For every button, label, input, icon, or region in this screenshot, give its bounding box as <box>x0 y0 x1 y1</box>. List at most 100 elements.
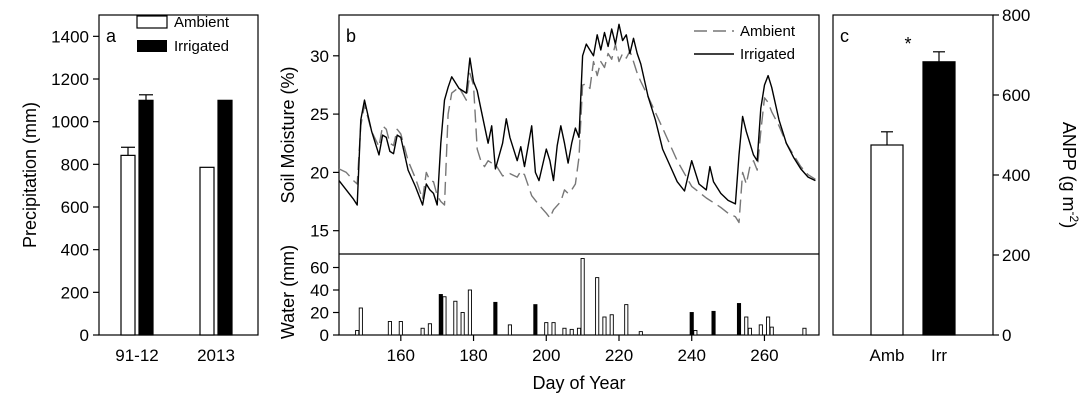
bar-irrigated <box>138 99 154 336</box>
y-tick-label: 20 <box>310 163 329 182</box>
y-tick-label: 200 <box>61 283 89 302</box>
x-tick-label: 2013 <box>197 346 235 365</box>
water-bar-ambient <box>624 304 629 336</box>
water-bar-irrigated <box>689 312 694 336</box>
water-bar-ambient <box>562 327 567 336</box>
panel-b-x-axis: 160 180 200 220 240 260 <box>387 335 779 365</box>
panel-b: b 15 20 25 30 0 20 40 60 160 180 200 220 240 260 So… <box>278 14 820 393</box>
panel-b-water-bars <box>355 258 807 336</box>
y-tick-label: 600 <box>61 198 89 217</box>
panel-a: a 0 200 400 600 800 1000 1200 1400 91-12 2013 Pr… <box>20 14 259 365</box>
water-bar-ambient <box>544 322 549 336</box>
water-bar-ambient <box>609 314 614 336</box>
water-bar-ambient <box>766 316 771 336</box>
x-tick-label: Irr <box>931 346 947 365</box>
series-line-ambient <box>338 43 816 224</box>
panel-b-lower-y-axis-title: Water (mm) <box>278 245 298 339</box>
water-bar-ambient <box>744 316 749 336</box>
water-bar-irrigated <box>493 301 498 336</box>
bar-irrigated <box>922 61 956 336</box>
panel-b-letter: b <box>346 26 356 46</box>
y-tick-label: 60 <box>310 259 329 278</box>
y-tick-label: 1200 <box>51 70 89 89</box>
legend-ambient-label: Ambient <box>740 23 796 40</box>
panel-c: c 0 200 400 600 800 Amb Irr ANPP (g m-2) * <box>832 6 1081 365</box>
y-tick-label: 1000 <box>51 113 89 132</box>
panel-c-frame <box>832 14 994 336</box>
y-tick-label: 40 <box>310 281 329 300</box>
panel-c-y-axis-title: ANPP (g m-2) <box>1059 122 1081 228</box>
water-bar-ambient <box>747 327 752 336</box>
legend-irrigated-swatch <box>137 40 167 52</box>
bar-irrigated <box>217 99 233 336</box>
water-bar-irrigated <box>533 304 538 336</box>
panel-c-y-axis: 0 200 400 600 800 <box>993 6 1030 345</box>
x-tick-label: 160 <box>387 346 415 365</box>
panel-c-letter: c <box>840 26 849 46</box>
y-tick-label: 0 <box>320 326 329 345</box>
x-tick-label: 180 <box>459 346 487 365</box>
x-tick-label: 240 <box>678 346 706 365</box>
legend-irrigated-label: Irrigated <box>740 46 795 63</box>
anpp-title-main: ANPP (g m <box>1059 122 1079 212</box>
anpp-title-close: ) <box>1059 222 1079 228</box>
water-bar-irrigated <box>438 294 443 336</box>
water-bar-ambient <box>580 258 585 336</box>
panel-a-letter: a <box>106 26 117 46</box>
water-bar-ambient <box>507 324 512 336</box>
water-bar-ambient <box>427 323 432 336</box>
water-bar-ambient <box>442 296 447 336</box>
panel-a-y-axis-title: Precipitation (mm) <box>20 102 40 248</box>
y-tick-label: 25 <box>310 105 329 124</box>
water-bar-ambient <box>769 326 774 336</box>
y-tick-label: 800 <box>1002 6 1030 25</box>
water-bar-ambient <box>420 327 425 336</box>
water-bar-ambient <box>358 307 363 336</box>
panel-b-upper-y-axis: 15 20 25 30 <box>310 47 339 241</box>
x-tick-label: 91-12 <box>115 346 158 365</box>
panel-b-legend: Ambient Irrigated <box>694 23 796 63</box>
series-line-irrigated <box>338 23 816 206</box>
bar-ambient <box>199 166 215 336</box>
water-bar-ambient <box>467 289 472 336</box>
bar-ambient <box>870 144 904 336</box>
water-bar-ambient <box>460 312 465 336</box>
legend-ambient-label: Ambient <box>174 14 230 31</box>
water-bar-ambient <box>569 328 574 336</box>
y-tick-label: 600 <box>1002 86 1030 105</box>
y-tick-label: 800 <box>61 155 89 174</box>
water-bar-ambient <box>595 277 600 336</box>
water-bar-ambient <box>355 330 360 336</box>
water-bar-ambient <box>802 327 807 336</box>
panel-c-x-axis: Amb Irr <box>870 346 948 365</box>
water-bar-ambient <box>398 321 403 336</box>
panel-b-y-axis-title: Soil Moisture (%) <box>278 66 298 203</box>
panel-a-y-axis: 0 200 400 600 800 1000 1200 1400 <box>51 27 99 345</box>
panel-a-x-axis: 91-12 2013 <box>115 346 235 365</box>
water-bar-ambient <box>453 300 458 336</box>
water-bar-ambient <box>758 324 763 336</box>
anpp-title-superscript: -2 <box>1067 212 1081 223</box>
legend-irrigated-label: Irrigated <box>174 38 229 55</box>
y-tick-label: 0 <box>1002 326 1011 345</box>
water-bar-irrigated <box>736 303 742 336</box>
legend-ambient-swatch <box>136 15 168 29</box>
y-tick-label: 30 <box>310 47 329 66</box>
y-tick-label: 200 <box>1002 246 1030 265</box>
water-bar-ambient <box>693 330 698 336</box>
water-bar-ambient <box>387 321 392 336</box>
water-bar-ambient <box>551 322 556 336</box>
y-tick-label: 15 <box>310 222 329 241</box>
panel-b-x-axis-title: Day of Year <box>532 373 625 393</box>
y-tick-label: 20 <box>310 304 329 323</box>
water-bar-ambient <box>602 316 607 336</box>
x-tick-label: 260 <box>750 346 778 365</box>
y-tick-label: 1400 <box>51 27 89 46</box>
y-tick-label: 400 <box>61 241 89 260</box>
significance-star: * <box>904 34 911 54</box>
water-bar-ambient <box>576 327 582 336</box>
x-tick-label: 220 <box>605 346 633 365</box>
x-tick-label: 200 <box>532 346 560 365</box>
bar-ambient <box>120 154 136 336</box>
